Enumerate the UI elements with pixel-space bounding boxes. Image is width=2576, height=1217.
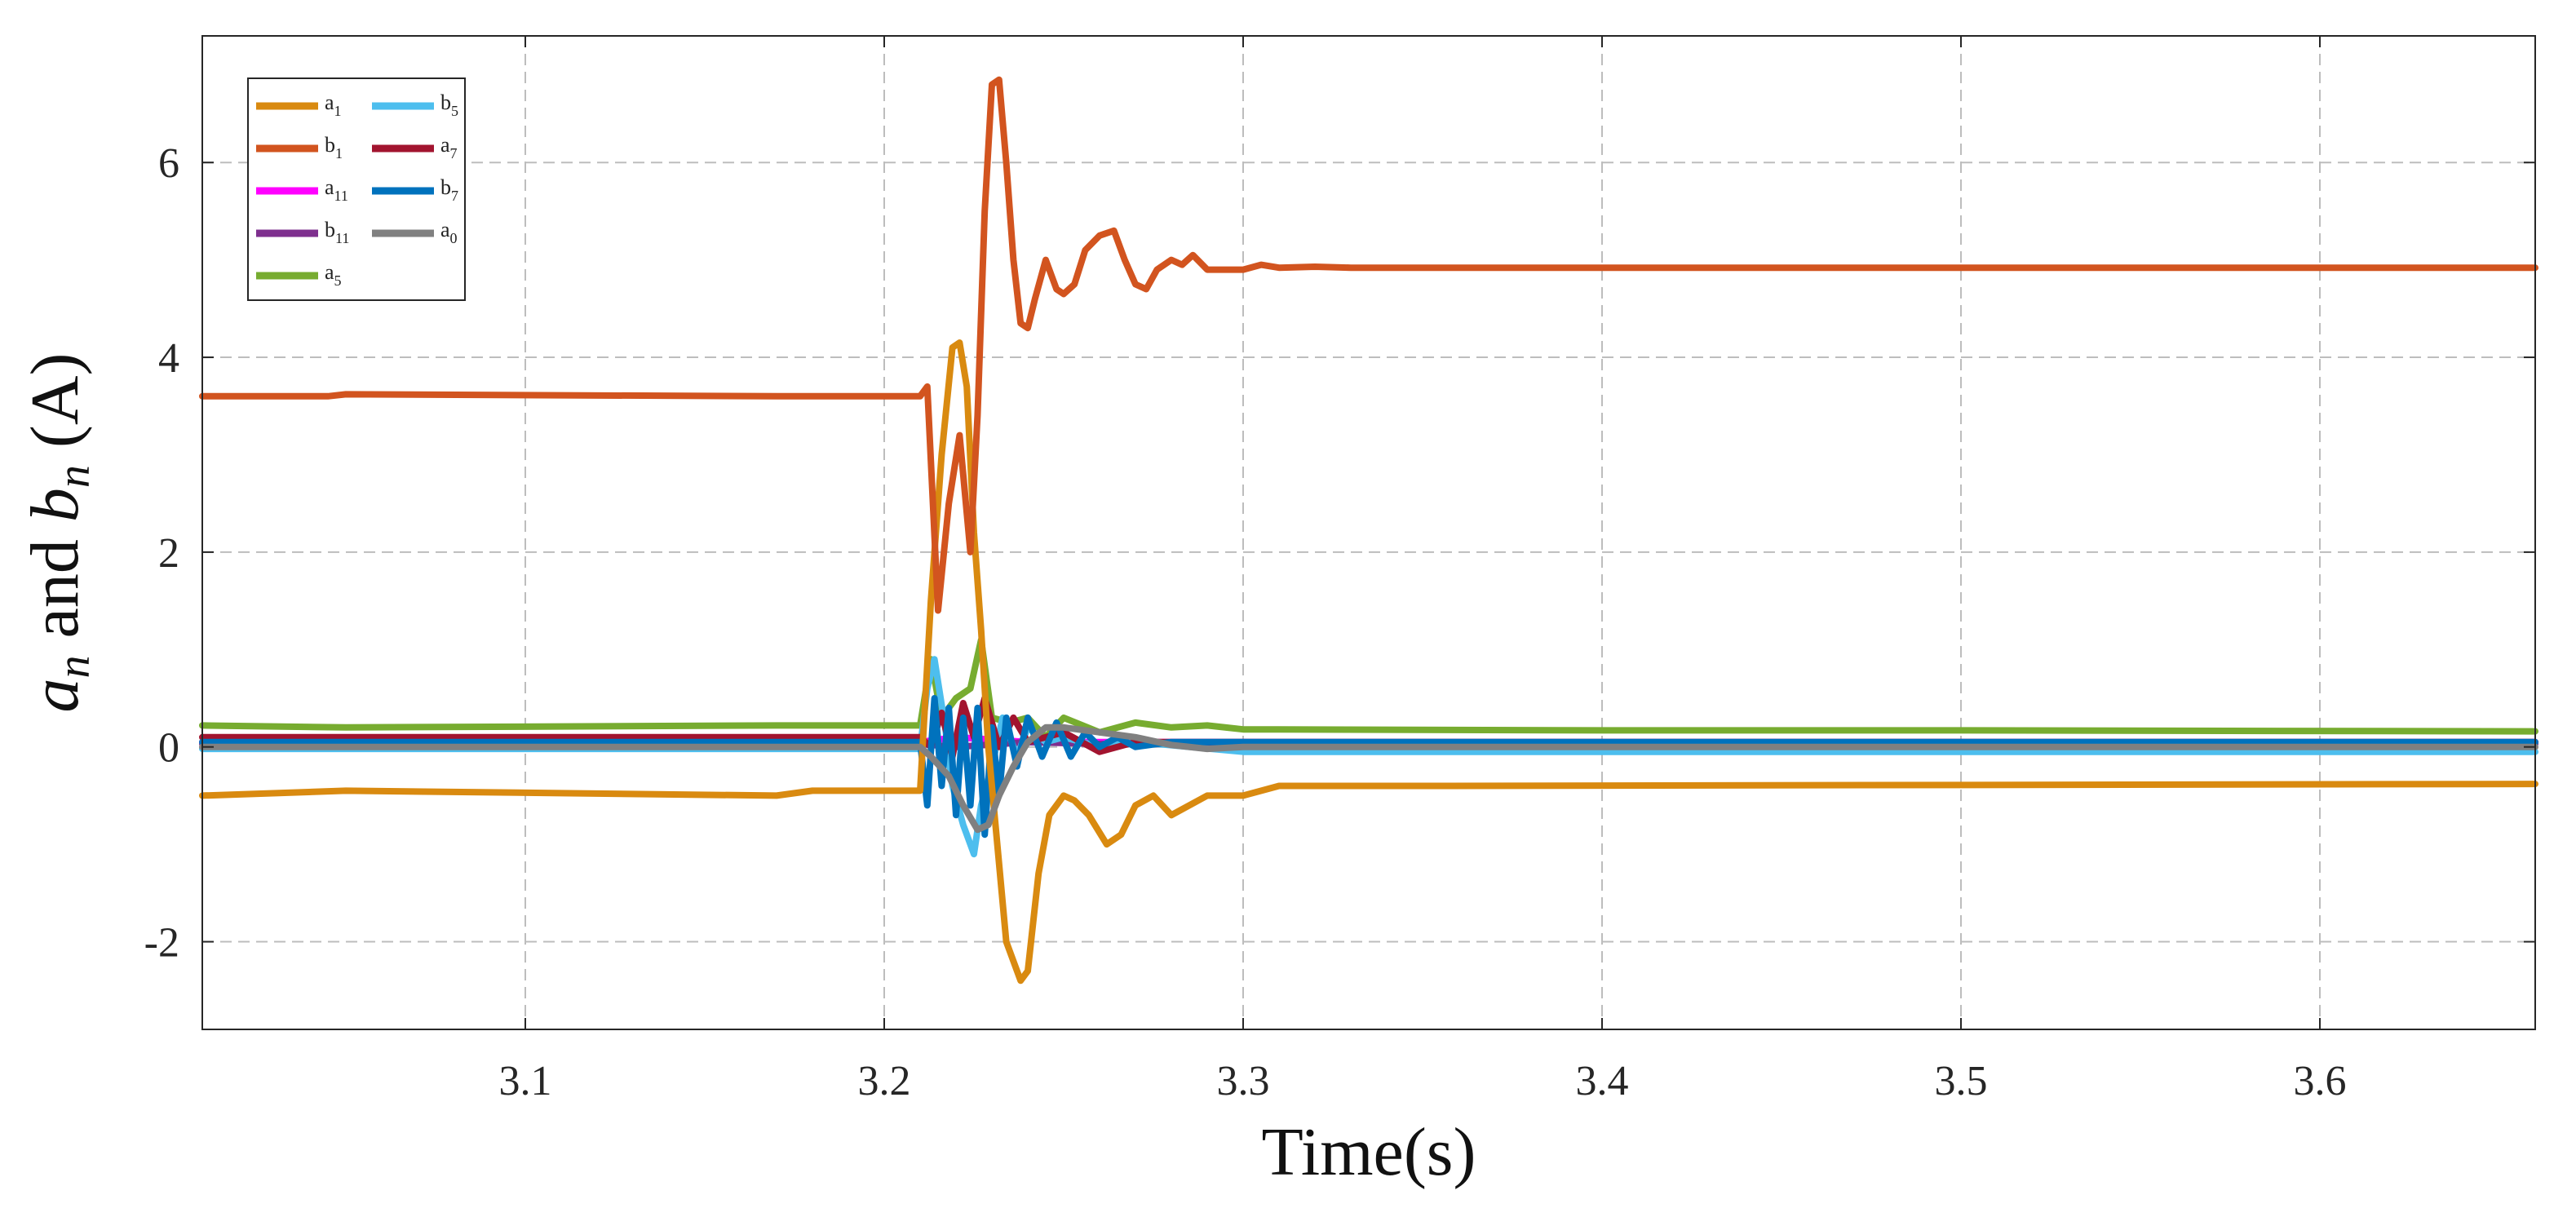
x-tick-label: 3.4 [1576, 1058, 1629, 1104]
x-tick-label: 3.1 [499, 1058, 552, 1104]
legend-label-a0: a0 [440, 218, 458, 246]
y-axis-label: an and bn (A) [17, 353, 100, 713]
legend-label-b7: b7 [440, 175, 458, 204]
grid [202, 36, 2535, 1029]
x-tick-label: 3.6 [2294, 1058, 2347, 1104]
series-line-b1 [199, 76, 2538, 614]
y-label-b-sub: n [49, 465, 100, 488]
y-label-a: a [17, 678, 93, 712]
series-line-a0 [199, 724, 2538, 834]
y-label-mid: and [17, 522, 93, 655]
series-group [199, 76, 2538, 985]
y-tick-label: 6 [158, 140, 179, 187]
legend-label-a1: a1 [325, 91, 342, 119]
x-tick-label: 3.3 [1217, 1058, 1270, 1104]
y-tick-label: 4 [158, 335, 179, 382]
y-label-b: b [17, 488, 93, 522]
x-axis-label: Time(s) [1262, 1114, 1476, 1190]
legend-label-b1: b1 [325, 133, 343, 162]
y-label-unit: (A) [17, 353, 93, 466]
legend-label-a5: a5 [325, 260, 342, 289]
legend-label-b11: b11 [325, 218, 349, 246]
x-tick-label: 3.2 [858, 1058, 911, 1104]
tick-labels: 3.1 3.2 3.3 3.4 3.5 3.6 -2 0 2 4 6 [144, 36, 2535, 1104]
legend-label-a7: a7 [440, 133, 458, 162]
y-tick-label: 2 [158, 530, 179, 577]
series-line-a1 [199, 339, 2538, 985]
plot-frame [201, 35, 2536, 1030]
legend-label-a11: a11 [325, 175, 348, 204]
legend-label-b5: b5 [440, 91, 458, 119]
legend: a1 b5 b1 a7 a11 b7 b11 a0 a5 [247, 77, 466, 301]
y-tick-label: 0 [158, 725, 179, 772]
y-tick-label: -2 [144, 920, 179, 967]
x-tick-label: 3.5 [1935, 1058, 1988, 1104]
y-label-a-sub: n [49, 655, 100, 678]
